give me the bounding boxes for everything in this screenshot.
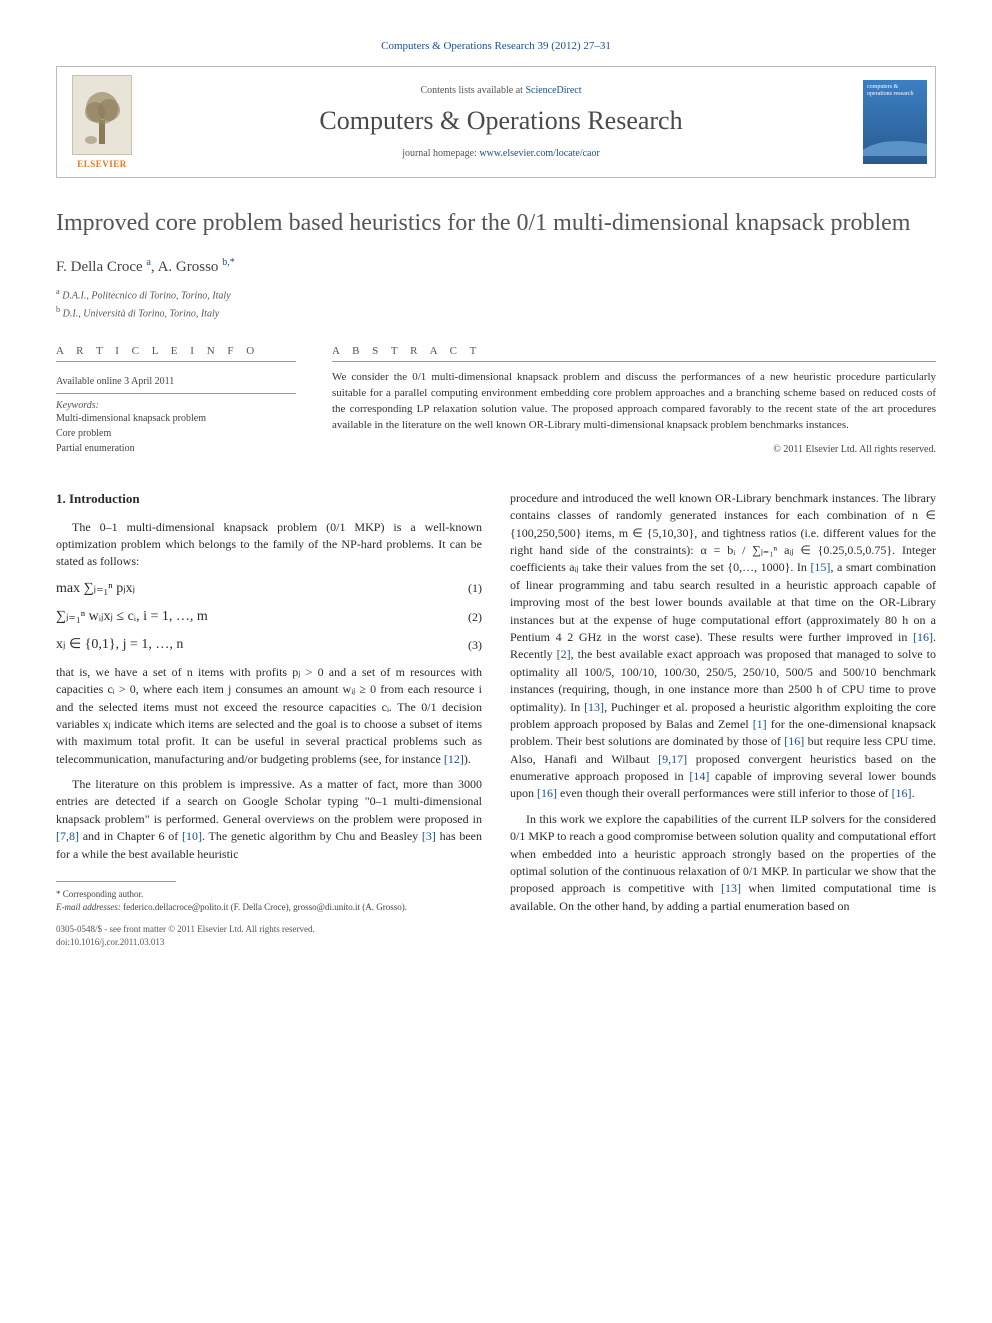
affiliation-a: a D.A.I., Politecnico di Torino, Torino,…	[56, 286, 936, 303]
email-1: federico.dellacroce@polito.it (F. Della …	[123, 902, 291, 912]
abstract-block: A B S T R A C T We consider the 0/1 mult…	[332, 345, 936, 456]
article-title: Improved core problem based heuristics f…	[56, 208, 936, 239]
intro-p3: The literature on this problem is impres…	[56, 776, 482, 863]
keywords-label: Keywords:	[56, 400, 296, 411]
emails-label: E-mail addresses:	[56, 902, 123, 912]
intro-p4: procedure and introduced the well known …	[510, 490, 936, 803]
contents-available-line: Contents lists available at ScienceDirec…	[157, 85, 845, 96]
homepage-link[interactable]: www.elsevier.com/locate/caor	[479, 148, 599, 159]
abstract-header: A B S T R A C T	[332, 345, 936, 362]
publisher-block: ELSEVIER	[57, 67, 147, 177]
author-2-affil-sup: b,*	[222, 257, 235, 268]
contents-prefix: Contents lists available at	[420, 85, 525, 96]
corresponding-label: * Corresponding author.	[56, 889, 143, 899]
cover-thumb-title: computers & operations research	[867, 84, 923, 97]
abstract-text: We consider the 0/1 multi-dimensional kn…	[332, 370, 936, 434]
homepage-prefix: journal homepage:	[402, 148, 479, 159]
footnote-separator	[56, 881, 176, 882]
available-online-line: Available online 3 April 2011	[56, 370, 296, 394]
doi-line: doi:10.1016/j.cor.2011.03.013	[56, 936, 482, 949]
keyword-item: Multi-dimensional knapsack problem	[56, 411, 296, 426]
equation-1-row: max ∑ⱼ₌₁ⁿ pⱼxⱼ (1)	[56, 579, 482, 599]
equation-3: xⱼ ∈ {0,1}, j = 1, …, n	[56, 635, 468, 655]
author-sep: ,	[151, 259, 158, 275]
author-1: F. Della Croce	[56, 259, 146, 275]
equation-1-num: (1)	[468, 580, 482, 597]
affiliation-b: b D.I., Università di Torino, Torino, It…	[56, 304, 936, 321]
keywords-list: Multi-dimensional knapsack problem Core …	[56, 411, 296, 456]
equation-3-row: xⱼ ∈ {0,1}, j = 1, …, n (3)	[56, 635, 482, 655]
intro-p2: that is, we have a set of n items with p…	[56, 664, 482, 768]
abstract-copyright: © 2011 Elsevier Ltd. All rights reserved…	[332, 444, 936, 455]
header-center: Contents lists available at ScienceDirec…	[147, 67, 855, 177]
journal-header-box: ELSEVIER Contents lists available at Sci…	[56, 66, 936, 178]
equation-2-num: (2)	[468, 609, 482, 626]
intro-p5: In this work we explore the capabilities…	[510, 811, 936, 915]
equation-2: ∑ⱼ₌₁ⁿ wᵢⱼxⱼ ≤ cᵢ, i = 1, …, m	[56, 607, 468, 627]
doi-block: 0305-0548/$ - see front matter © 2011 El…	[56, 923, 482, 948]
author-2: A. Grosso	[158, 259, 223, 275]
equation-1: max ∑ⱼ₌₁ⁿ pⱼxⱼ	[56, 579, 468, 599]
keyword-item: Partial enumeration	[56, 441, 296, 456]
intro-p1: The 0–1 multi-dimensional knapsack probl…	[56, 519, 482, 571]
publisher-label: ELSEVIER	[77, 159, 127, 169]
citation-header: Computers & Operations Research 39 (2012…	[56, 40, 936, 52]
article-info-block: A R T I C L E I N F O Available online 3…	[56, 345, 296, 456]
corresponding-author-note: * Corresponding author.	[56, 888, 482, 901]
journal-cover-thumb: computers & operations research	[863, 80, 927, 164]
cover-thumb-block: computers & operations research	[855, 67, 935, 177]
info-abstract-row: A R T I C L E I N F O Available online 3…	[56, 345, 936, 456]
right-column: procedure and introduced the well known …	[510, 490, 936, 949]
homepage-line: journal homepage: www.elsevier.com/locat…	[157, 148, 845, 159]
article-info-header: A R T I C L E I N F O	[56, 345, 296, 362]
section-1-heading: 1. Introduction	[56, 490, 482, 509]
authors-line: F. Della Croce a, A. Grosso b,*	[56, 257, 936, 276]
body-columns: 1. Introduction The 0–1 multi-dimensiona…	[56, 490, 936, 949]
elsevier-tree-icon	[72, 75, 132, 155]
equation-2-row: ∑ⱼ₌₁ⁿ wᵢⱼxⱼ ≤ cᵢ, i = 1, …, m (2)	[56, 607, 482, 627]
email-footnote: E-mail addresses: federico.dellacroce@po…	[56, 901, 482, 914]
keyword-item: Core problem	[56, 426, 296, 441]
front-matter-line: 0305-0548/$ - see front matter © 2011 El…	[56, 923, 482, 936]
sciencedirect-link[interactable]: ScienceDirect	[525, 85, 581, 96]
journal-name: Computers & Operations Research	[157, 106, 845, 136]
email-2: grosso@di.unito.it (A. Grosso).	[293, 902, 407, 912]
left-column: 1. Introduction The 0–1 multi-dimensiona…	[56, 490, 482, 949]
equation-3-num: (3)	[468, 637, 482, 654]
affiliations: a D.A.I., Politecnico di Torino, Torino,…	[56, 286, 936, 321]
